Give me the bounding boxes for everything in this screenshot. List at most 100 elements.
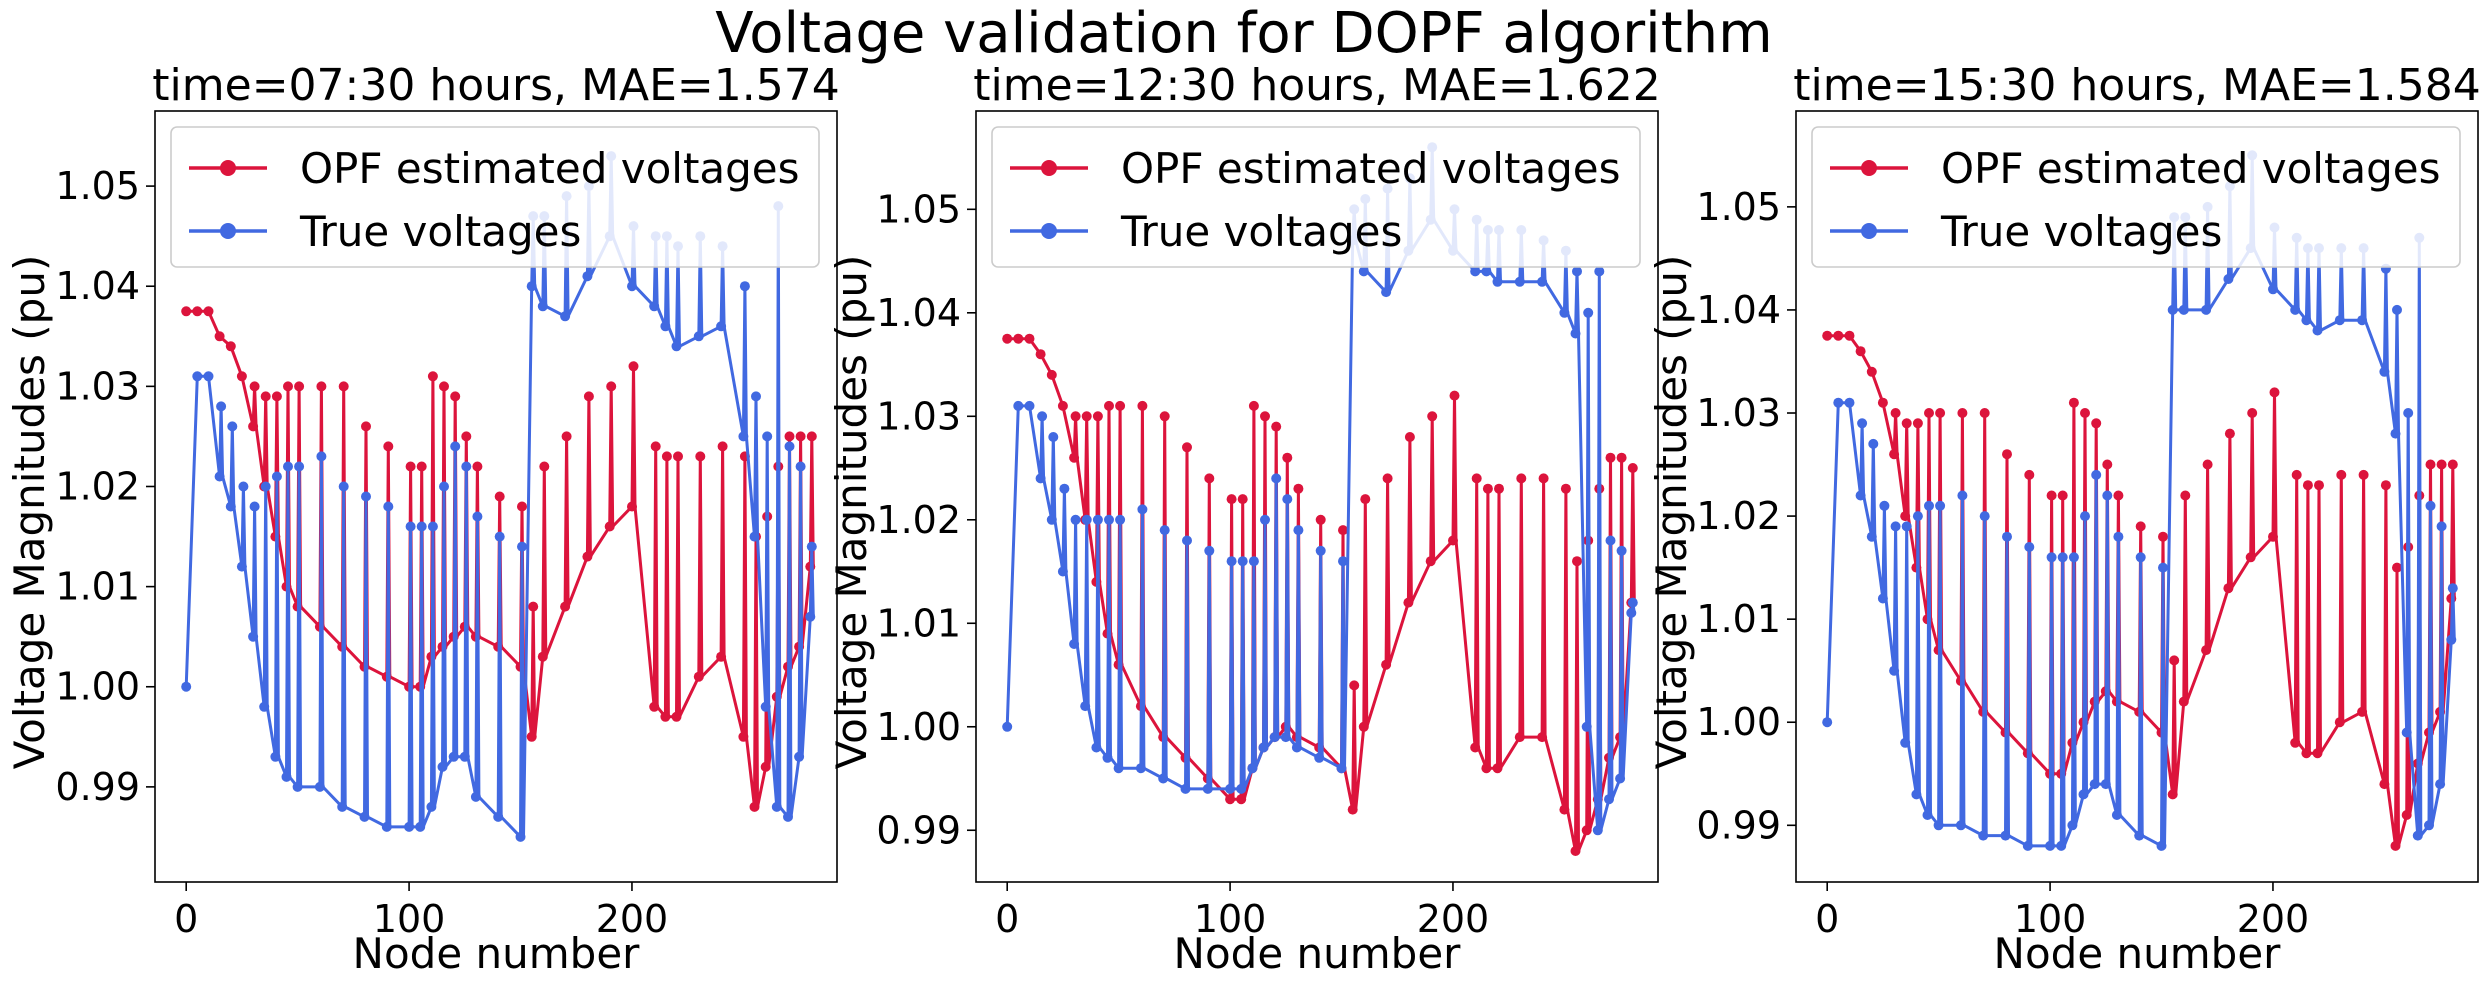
- subplot-3-xlabel: Node number: [1994, 929, 2282, 978]
- subplot-2-data-point: [1627, 597, 1638, 608]
- subplot-2-data-point: [1615, 773, 1626, 784]
- subplot-2-data-point: [1291, 742, 1302, 753]
- subplot-2-legend-marker: [1041, 160, 1057, 176]
- subplot-3-data-point: [2223, 274, 2234, 284]
- subplot-3-data-point: [1857, 418, 1868, 429]
- subplot-3-ytick-label: 0.99: [1696, 803, 1781, 847]
- subplot-2-legend-label: True voltages: [1120, 207, 1402, 256]
- subplot-3-data-point: [1877, 397, 1888, 408]
- subplot-3-data-point: [2312, 748, 2323, 759]
- subplot-3-data-point: [2379, 779, 2390, 790]
- subplot-1-data-point: [470, 791, 481, 802]
- subplot-1-legend-label: OPF estimated voltages: [300, 144, 800, 193]
- subplot-3-data-point: [1833, 397, 1844, 408]
- subplot-3-data-point: [2000, 830, 2011, 841]
- subplot-3-data-point: [2224, 428, 2235, 439]
- subplot-3-data-point: [1822, 717, 1833, 728]
- subplot-1-data-point: [426, 801, 437, 812]
- subplot-2-data-point: [1158, 773, 1169, 784]
- subplot-2-title: time=12:30 hours, MAE=1.622: [973, 60, 1660, 111]
- subplot-1-data-point: [439, 381, 449, 392]
- subplot-2-ylabel: Voltage Magnitudes (pu): [827, 255, 876, 770]
- subplot-3-data-point: [1889, 449, 1900, 460]
- subplot-3-data-point: [1935, 408, 1946, 418]
- subplot-1-data-point: [537, 301, 548, 312]
- subplot-2-data-point: [1115, 514, 1126, 525]
- subplot-2-xlabel: Node number: [1174, 929, 1462, 978]
- subplot-2-data-point: [1592, 825, 1603, 836]
- subplot-2-data-point: [1449, 390, 1460, 401]
- subplot-1-data-point: [260, 481, 271, 492]
- subplot-1-data-point: [461, 461, 472, 472]
- subplot-3-data-point: [2178, 696, 2189, 707]
- subplot-3-data-point: [1866, 366, 1877, 377]
- subplot-2-data-point: [1069, 639, 1080, 649]
- subplot-1-legend-box: [170, 126, 820, 268]
- subplot-1-data-point: [539, 461, 550, 472]
- subplot-1-data-point: [738, 731, 749, 742]
- subplot-2-data-point: [1182, 535, 1192, 546]
- subplot-1-data-point: [383, 441, 394, 452]
- subplot-1-data-point: [661, 451, 672, 462]
- subplot-1-data-point: [771, 801, 782, 812]
- subplot-1-data-point: [628, 361, 639, 372]
- subplot-3-data-point: [2447, 459, 2458, 470]
- subplot-2-data-point: [1605, 535, 1616, 546]
- subplot-3-data-point: [2392, 304, 2402, 315]
- subplot-3-data-point: [1844, 330, 1855, 341]
- subplot-2-ytick-label: 1.00: [876, 705, 961, 749]
- subplot-3-data-point: [2447, 583, 2458, 594]
- subplot-3-data-point: [2268, 531, 2278, 542]
- subplot-1-data-point: [427, 371, 438, 382]
- subplot-1-data-point: [582, 551, 593, 562]
- subplot-2-data-point: [1559, 307, 1570, 318]
- subplot-3-ytick-label: 1.05: [1696, 185, 1781, 229]
- subplot-3-data-point: [2113, 490, 2124, 501]
- subplot-2-xtick-label: 100: [1194, 897, 1267, 941]
- subplot-1-data-point: [762, 431, 773, 442]
- subplot-1-data-point: [405, 461, 416, 472]
- subplot-2-data-point: [1024, 333, 1035, 344]
- subplot-2-ytick-label: 1.03: [876, 394, 961, 438]
- subplot-1-data-point: [283, 461, 293, 472]
- subplot-2-legend: OPF estimated voltages True voltages: [991, 126, 1641, 268]
- subplot-2-data-point: [1204, 545, 1215, 556]
- subplot-2-data-point: [1360, 494, 1371, 505]
- subplot-2-data-point: [1104, 514, 1114, 525]
- subplot-1-data-point: [316, 381, 327, 392]
- subplot-1-data-point: [749, 801, 760, 812]
- subplot-1-xtick-label: 200: [596, 897, 669, 941]
- subplot-1-data-point: [583, 391, 594, 402]
- subplot-1-data-point: [806, 431, 817, 442]
- subplot-3-data-point: [2336, 469, 2347, 480]
- subplot-3-data-point: [2100, 779, 2111, 790]
- subplot-3-data-point: [2158, 562, 2168, 573]
- subplot-2-data-point: [1035, 473, 1046, 484]
- subplot-3-data-point: [1844, 397, 1855, 408]
- subplot-2-data-point: [1338, 556, 1348, 567]
- subplot-2-data-point: [1570, 328, 1581, 339]
- subplot-2-data-point: [1092, 514, 1103, 525]
- subplot-2-data-point: [1604, 794, 1614, 805]
- subplot-1-data-point: [439, 481, 449, 492]
- subplot-1-data-point: [192, 306, 203, 317]
- subplot-2-data-point: [1404, 432, 1415, 442]
- subplot-1-data-point: [405, 521, 416, 532]
- subplot-1-ytick-label: 1.04: [55, 264, 140, 308]
- subplot-2-data-point: [1248, 556, 1259, 567]
- subplot-3-data-point: [1912, 418, 1923, 429]
- subplot-3-data-point: [2080, 511, 2090, 522]
- subplot-1-data-point: [214, 331, 225, 342]
- subplot-3-data-point: [1822, 330, 1833, 341]
- subplot-3-data-point: [2180, 490, 2191, 501]
- subplot-2-data-point: [1581, 721, 1592, 732]
- subplot-3-data-point: [1833, 330, 1844, 341]
- subplot-2-data-point: [1514, 732, 1525, 743]
- subplot-1-data-point: [738, 431, 749, 442]
- subplot-1-data-point: [751, 391, 761, 402]
- subplot-3-data-point: [2392, 562, 2402, 573]
- subplot-1: time=07:30 hours, MAE=1.574 Node number …: [5, 60, 840, 978]
- subplot-3-data-point: [1890, 408, 1901, 418]
- subplot-2-data-point: [1572, 556, 1582, 567]
- subplot-1-xtick-label: 100: [373, 897, 446, 941]
